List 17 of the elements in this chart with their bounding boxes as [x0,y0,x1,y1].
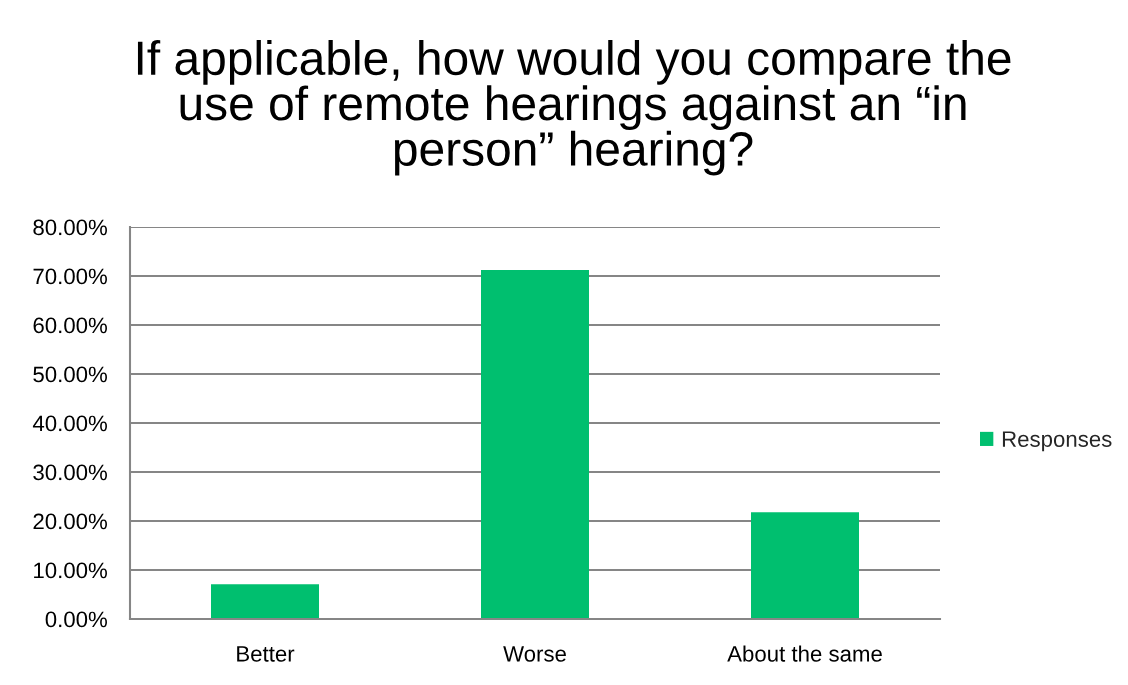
y-tick-label: 30.00% [33,464,107,481]
x-tick-label: Worse [503,646,566,662]
x-tick-label: Better [237,646,295,662]
y-tick-label: 50.00% [33,366,107,383]
bar [751,512,859,619]
y-tick-label: 40.00% [32,415,107,432]
y-tick-label: 80.00% [33,219,107,236]
x-tick-label: About the same [727,645,882,662]
legend-label: Responses [1002,431,1112,452]
bar [211,584,319,619]
bar [481,270,589,619]
y-tick-label: 60.00% [33,317,107,334]
y-tick-label: 70.00% [33,268,107,285]
y-tick-label: 20.00% [33,513,107,530]
y-tick-label: 10.00% [34,562,107,579]
chart-title: If applicable, how would you compare the use of remote hearings against an “in person” hearing? [137,40,1011,176]
y-tick-label: 0.00% [45,611,107,628]
